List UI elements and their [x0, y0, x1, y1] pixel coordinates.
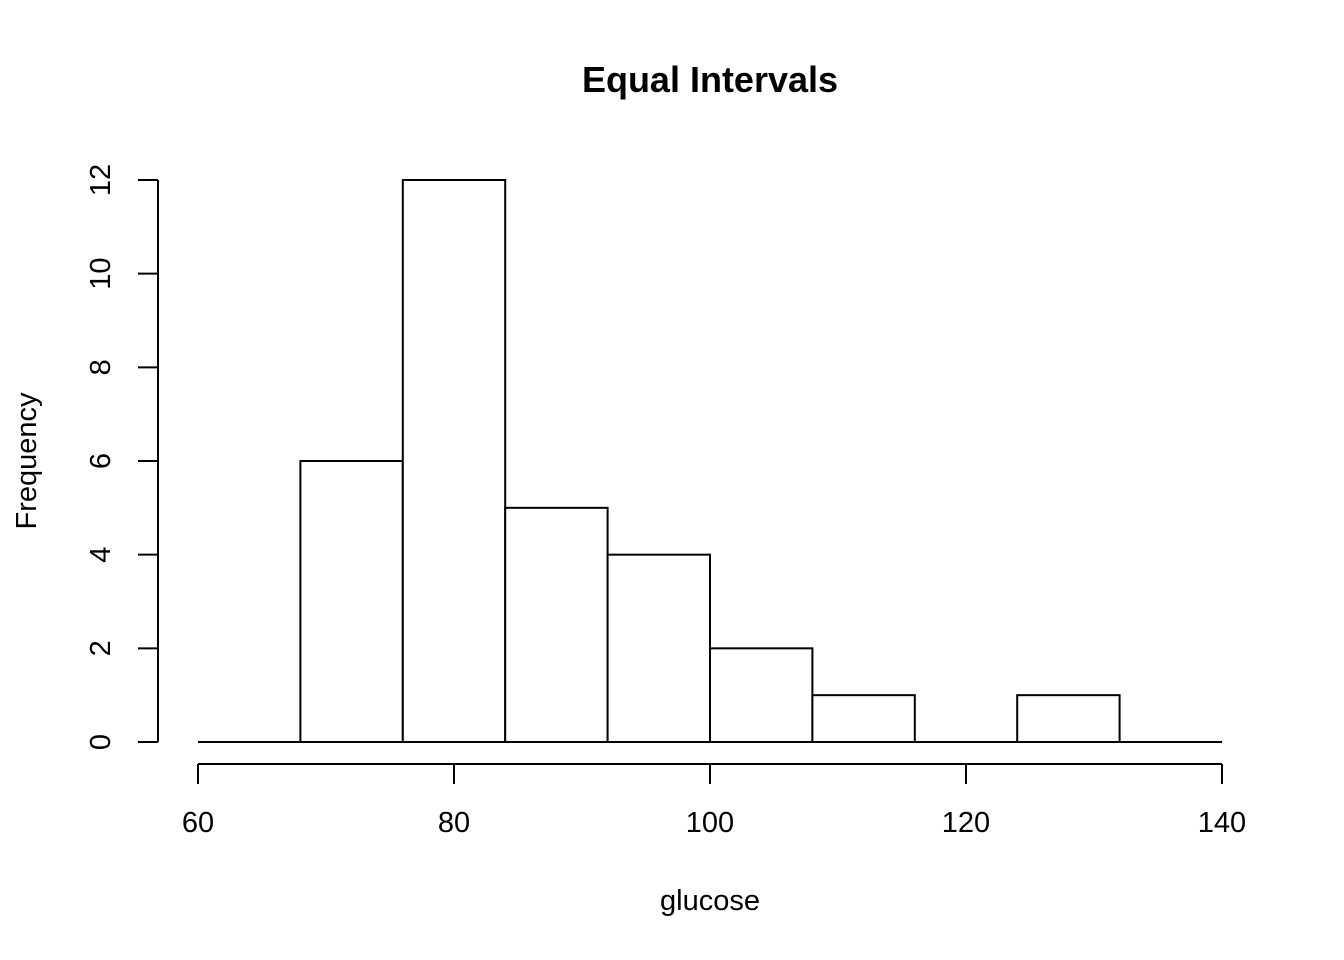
x-tick-label: 60	[182, 807, 214, 839]
y-tick-label: 0	[85, 734, 117, 750]
x-tick-label: 80	[438, 807, 470, 839]
histogram-bar	[504, 506, 609, 744]
x-axis-title: glucose	[660, 885, 760, 917]
x-axis: 60 80 100 120 140	[182, 763, 1246, 839]
histogram-bar	[606, 553, 711, 744]
y-tick-label: 12	[85, 164, 117, 196]
x-tick-label: 100	[686, 807, 734, 839]
y-tick-label: 4	[85, 547, 117, 563]
histogram-bar	[709, 647, 814, 743]
y-tick-label: 10	[85, 258, 117, 290]
chart-title: Equal Intervals	[582, 59, 838, 100]
histogram-bar	[811, 694, 916, 744]
y-tick-label: 8	[85, 359, 117, 375]
y-axis: 0 2 4 6 8 10 12	[85, 164, 159, 750]
histogram-bar	[401, 179, 507, 743]
bars-group	[198, 179, 1222, 744]
y-tick-label: 2	[85, 640, 117, 656]
y-tick-label: 6	[85, 453, 117, 469]
x-tick-label: 140	[1198, 807, 1246, 839]
y-axis-title: Frequency	[11, 392, 43, 530]
histogram-bar	[299, 460, 404, 743]
histogram-bar	[1016, 694, 1121, 744]
x-tick-label: 120	[942, 807, 990, 839]
